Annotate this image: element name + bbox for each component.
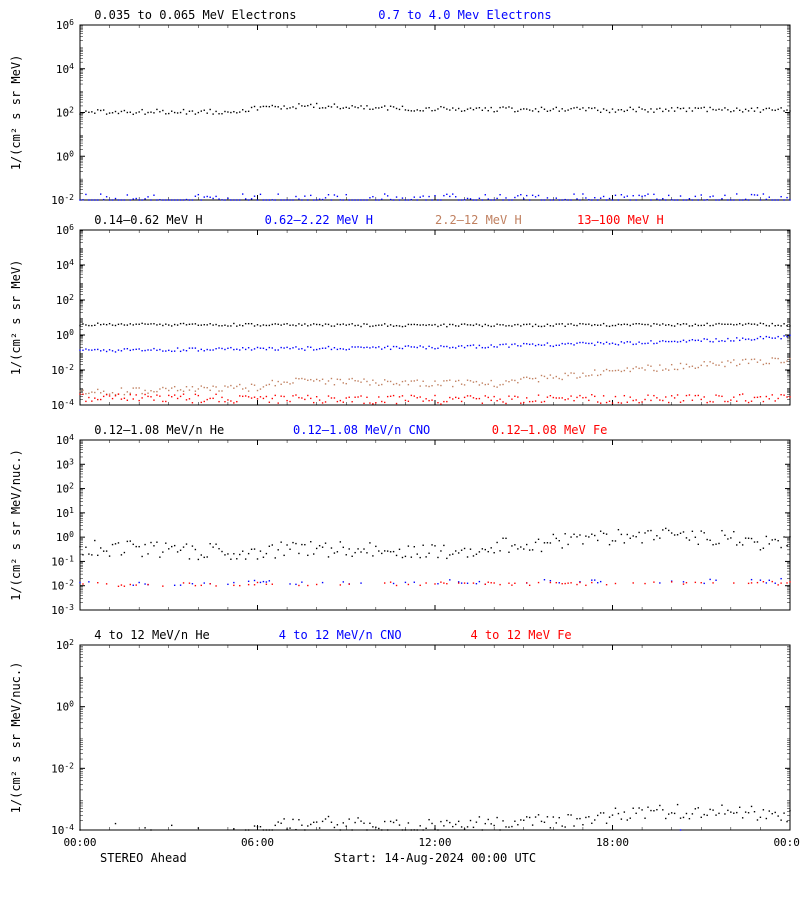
ytick-label: 10-2 — [51, 193, 74, 208]
stereo-plot: 10-2 100 102 104 106 1/(cm² s sr MeV) 0.035 to… — [0, 0, 800, 900]
ytick-label: 106 — [56, 223, 74, 238]
series-label: 4 to 12 MeV/n He — [94, 628, 210, 642]
ytick-label: 106 — [56, 18, 74, 33]
ytick-label: 10-2 — [51, 363, 74, 378]
xtick-label: 00:00 — [63, 836, 96, 849]
series-points-electrons-0 — [79, 103, 790, 115]
series-label: 0.12–1.08 MeV/n CNO — [293, 423, 430, 437]
series-points-he-cno-fe-low-2 — [82, 581, 790, 587]
ytick-label: 102 — [56, 638, 74, 653]
ytick-label: 103 — [56, 457, 74, 472]
series-label: 0.62–2.22 MeV H — [265, 213, 373, 227]
series-label: 0.7 to 4.0 Mev Electrons — [378, 8, 551, 22]
ytick-label: 100 — [56, 699, 74, 714]
footer-center: Start: 14-Aug-2024 00:00 UTC — [334, 851, 536, 865]
ytick-label: 104 — [56, 433, 74, 448]
panel-frame-hydrogen — [80, 230, 790, 405]
ytick-label: 10-1 — [51, 554, 74, 569]
series-points-he-cno-fe-low-1 — [79, 578, 782, 586]
ytick-label: 104 — [56, 61, 74, 76]
series-points-he-cno-fe-high-1 — [680, 829, 681, 830]
ylabel-he-cno-fe-low: 1/(cm² s sr MeV/nuc.) — [9, 449, 23, 601]
footer-left: STEREO Ahead — [100, 851, 187, 865]
series-points-he-cno-fe-low-0 — [79, 528, 790, 560]
panel-frame-he-cno-fe-high — [80, 645, 790, 830]
series-label: 4 to 12 MeV/n CNO — [279, 628, 402, 642]
ytick-label: 104 — [56, 258, 74, 273]
series-label: 0.12–1.08 MeV/n He — [94, 423, 224, 437]
ytick-label: 102 — [56, 105, 74, 120]
ytick-label: 10-2 — [51, 761, 74, 776]
ytick-label: 10-4 — [51, 398, 74, 413]
series-points-hydrogen-0 — [79, 323, 790, 328]
panel-frame-electrons — [80, 25, 790, 200]
series-label: 0.12–1.08 MeV Fe — [492, 423, 608, 437]
xtick-label: 18:00 — [596, 836, 629, 849]
xtick-label: 00:00 — [773, 836, 800, 849]
series-points-hydrogen-1 — [79, 335, 790, 353]
ytick-label: 100 — [56, 328, 74, 343]
series-label: 13–100 MeV H — [577, 213, 664, 227]
series-label: 0.14–0.62 MeV H — [94, 213, 202, 227]
ytick-label: 102 — [56, 293, 74, 308]
xtick-label: 06:00 — [241, 836, 274, 849]
series-label: 0.035 to 0.065 MeV Electrons — [94, 8, 296, 22]
xtick-label: 12:00 — [418, 836, 451, 849]
ylabel-hydrogen: 1/(cm² s sr MeV) — [9, 260, 23, 376]
ylabel-electrons: 1/(cm² s sr MeV) — [9, 55, 23, 171]
ylabel-he-cno-fe-high: 1/(cm² s sr MeV/nuc.) — [9, 662, 23, 814]
ytick-label: 101 — [56, 505, 74, 520]
ytick-label: 10-4 — [51, 823, 74, 838]
ytick-label: 10-2 — [51, 578, 74, 593]
series-label: 4 to 12 MeV Fe — [471, 628, 572, 642]
ytick-label: 100 — [56, 530, 74, 545]
ytick-label: 10-3 — [51, 603, 74, 618]
series-points-hydrogen-2 — [79, 357, 790, 395]
series-label: 2.2–12 MeV H — [435, 213, 522, 227]
ytick-label: 102 — [56, 481, 74, 496]
ytick-label: 100 — [56, 149, 74, 164]
